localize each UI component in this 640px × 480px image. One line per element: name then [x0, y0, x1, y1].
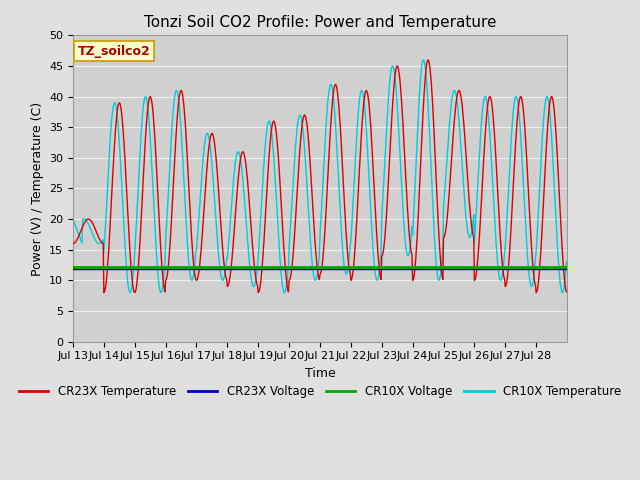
- Title: Tonzi Soil CO2 Profile: Power and Temperature: Tonzi Soil CO2 Profile: Power and Temper…: [144, 15, 496, 30]
- Y-axis label: Power (V) / Temperature (C): Power (V) / Temperature (C): [31, 101, 44, 276]
- X-axis label: Time: Time: [305, 367, 335, 380]
- Legend: CR23X Temperature, CR23X Voltage, CR10X Voltage, CR10X Temperature: CR23X Temperature, CR23X Voltage, CR10X …: [14, 381, 626, 403]
- Text: TZ_soilco2: TZ_soilco2: [77, 45, 150, 58]
